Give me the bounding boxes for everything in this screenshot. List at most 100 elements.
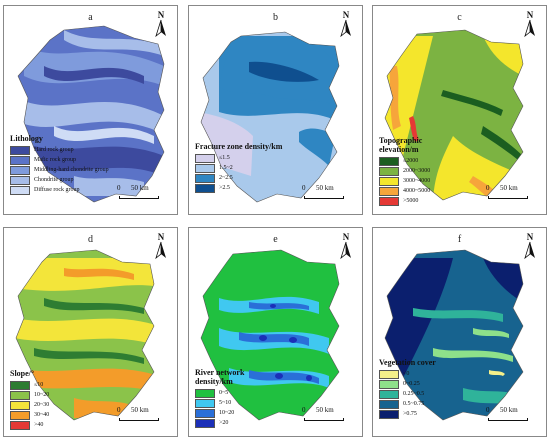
legend-item: ≤2000	[379, 156, 449, 166]
legend-item-label: 3000~4000	[403, 178, 431, 184]
legend-item-label: ≤10	[34, 382, 44, 388]
scale-line	[488, 196, 528, 199]
legend-swatch	[10, 155, 30, 165]
panel-label: d	[88, 234, 93, 245]
legend-item-label: Chondrite group	[34, 177, 74, 183]
legend: Topographic elevation/m ≤2000 2000~3000 …	[379, 136, 449, 206]
north-arrow-icon: N	[338, 10, 354, 38]
elevation-map	[384, 29, 524, 201]
map-panel-b: b N Fracture zone density/km ≤1.5 1.5~2 …	[188, 5, 363, 215]
legend-item: Chondrite group	[10, 175, 109, 185]
legend-item: >2.5	[195, 183, 285, 193]
scale-start: 0	[117, 406, 121, 414]
legend-item: 10~20	[195, 408, 275, 418]
legend-item-label: 10~20	[34, 392, 50, 398]
legend-swatch	[379, 379, 399, 389]
legend-swatch	[10, 390, 30, 400]
panel-label: a	[88, 12, 93, 23]
legend-swatch	[195, 183, 215, 193]
legend-item-label: Mafic rock group	[34, 157, 76, 163]
north-arrow-icon: N	[153, 10, 169, 38]
legend-item-label: >20	[219, 420, 229, 426]
legend-item-label: 0.5~0.75	[403, 401, 425, 407]
legend-item: 3000~4000	[379, 176, 449, 186]
legend-swatch	[379, 176, 399, 186]
legend-item: >20	[195, 418, 275, 428]
legend-title: Topographic elevation/m	[379, 136, 423, 154]
scale-start: 0	[486, 406, 490, 414]
legend: Lithology Hard rock group Mafic rock gro…	[10, 134, 109, 195]
legend-swatch	[195, 163, 215, 173]
scale-end: 50 km	[500, 184, 518, 192]
fracture-density-map	[200, 31, 340, 203]
legend-title: Lithology	[10, 134, 43, 143]
north-label: N	[157, 232, 165, 242]
legend-item-label: ≤1.5	[219, 155, 230, 161]
legend-item: >0.75	[379, 409, 439, 419]
legend-swatch	[379, 399, 399, 409]
legend-swatch	[195, 173, 215, 183]
legend-item: 0.5~0.75	[379, 399, 439, 409]
lithology-map	[17, 25, 165, 203]
legend-item-label: <0	[403, 371, 410, 377]
legend-item-label: 4000~5000	[403, 188, 431, 194]
legend-swatch	[10, 175, 30, 185]
map-panel-d: d N Slope/° ≤10 10~20 20~30 30~40 >40 0 …	[3, 227, 178, 437]
map-panel-c: c N Topographic elevation/m ≤2000 2000~3…	[372, 5, 547, 215]
legend-swatch	[379, 409, 399, 419]
legend: Fracture zone density/km ≤1.5 1.5~2 2~2.…	[195, 142, 285, 193]
legend-swatch	[195, 408, 215, 418]
legend-title: River network density/km	[195, 368, 245, 386]
legend-swatch	[195, 398, 215, 408]
legend-item: ≤10	[10, 380, 49, 390]
north-label: N	[526, 232, 534, 242]
scale-start: 0	[302, 406, 306, 414]
legend-swatch	[195, 153, 215, 163]
scale-start: 0	[486, 184, 490, 192]
legend-item: Diffuse rock group	[10, 185, 109, 195]
legend-item-label: 30~40	[34, 412, 50, 418]
legend-swatch	[10, 185, 30, 195]
north-label: N	[342, 10, 350, 20]
legend-item: Hard rock group	[10, 145, 109, 155]
legend-item: >40	[10, 420, 49, 430]
legend-swatch	[10, 165, 30, 175]
panel-label: f	[457, 234, 462, 245]
scale-end: 50 km	[500, 406, 518, 414]
legend-item: <0	[379, 369, 439, 379]
legend-item-label: Diffuse rock group	[34, 187, 80, 193]
legend-item: 0~5	[195, 388, 275, 398]
legend-swatch	[379, 156, 399, 166]
north-arrow-icon: N	[522, 232, 538, 260]
legend-item-label: ≤2000	[403, 158, 419, 164]
legend-title: Fracture zone density/km	[195, 142, 283, 151]
legend-item: Mafic rock group	[10, 155, 109, 165]
scale-start: 0	[302, 184, 306, 192]
legend-swatch	[10, 400, 30, 410]
legend-title: Slope/°	[10, 369, 35, 378]
legend-item-label: 2~2.5	[219, 175, 233, 181]
scale-end: 50 km	[131, 184, 149, 192]
north-label: N	[157, 10, 165, 20]
scale-bar: 0 50 km	[486, 184, 532, 200]
scale-line	[304, 418, 344, 421]
map-panel-a: a N Lithology Hard rock group Mafic rock…	[3, 5, 178, 215]
scale-line	[119, 196, 159, 199]
legend-item: 2000~3000	[379, 166, 449, 176]
legend-item-label: >5000	[403, 198, 419, 204]
scale-start: 0	[117, 184, 121, 192]
legend-item: 0.25~0.5	[379, 389, 439, 399]
slope-map	[15, 249, 155, 421]
scale-end: 50 km	[316, 406, 334, 414]
legend-item-label: 5~10	[219, 400, 232, 406]
legend-item: 1.5~2	[195, 163, 285, 173]
legend-item-label: Hard rock group	[34, 147, 74, 153]
legend-swatch	[379, 389, 399, 399]
map-panel-f: f N Vegetation cover <0 0~0.25 0.25~0.5 …	[372, 227, 547, 437]
legend-swatch	[195, 388, 215, 398]
legend-item: 0~0.25	[379, 379, 439, 389]
scale-bar: 0 50 km	[117, 184, 163, 200]
north-arrow-icon: N	[522, 10, 538, 38]
legend-swatch	[379, 166, 399, 176]
legend-swatch	[379, 196, 399, 206]
